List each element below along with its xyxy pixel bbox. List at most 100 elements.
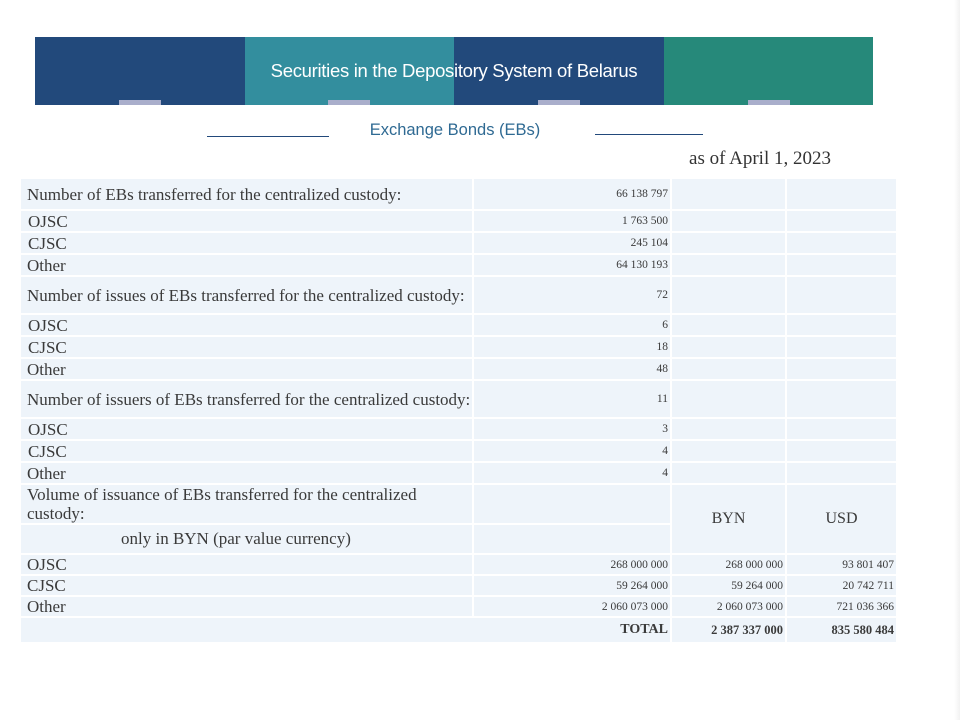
empty-cell bbox=[670, 379, 787, 419]
total-usd: 835 580 484 bbox=[785, 616, 898, 644]
empty-cell bbox=[785, 231, 898, 255]
row-value: 3 bbox=[472, 417, 672, 441]
row-label: OJSC bbox=[19, 313, 474, 337]
banner-tab bbox=[538, 100, 580, 105]
subtitle-rule-right bbox=[595, 134, 703, 135]
row-value: 4 bbox=[472, 439, 672, 463]
empty-cell bbox=[785, 209, 898, 233]
banner-tab bbox=[328, 100, 370, 105]
table-row: Number of EBs transferred for the centra… bbox=[19, 177, 898, 211]
row-label: CJSC bbox=[19, 335, 474, 359]
empty-cell bbox=[785, 357, 898, 381]
right-edge-shadow bbox=[954, 0, 960, 720]
table-row: Other 4 bbox=[19, 461, 898, 485]
empty-cell bbox=[785, 313, 898, 337]
banner-band-green bbox=[664, 37, 873, 105]
table-row: OJSC 1 763 500 bbox=[19, 209, 898, 233]
empty-cell bbox=[670, 231, 787, 255]
table-row-total: TOTAL 2 387 337 000 835 580 484 bbox=[19, 616, 898, 644]
table-row: CJSC 4 bbox=[19, 439, 898, 463]
table-row: Number of issues of EBs transferred for … bbox=[19, 275, 898, 315]
empty-cell bbox=[785, 439, 898, 463]
banner-tab bbox=[119, 100, 161, 105]
table-row: Other 48 bbox=[19, 357, 898, 381]
table-row: Other 2 060 073 000 2 060 073 000 721 03… bbox=[19, 595, 898, 618]
empty-cell bbox=[670, 177, 787, 211]
banner-band-navy-2 bbox=[454, 37, 664, 105]
row-value: 1 763 500 bbox=[472, 209, 672, 233]
empty-cell bbox=[785, 275, 898, 315]
page-title: Securities in the Depository System of B… bbox=[270, 60, 638, 81]
row-label: CJSC bbox=[19, 231, 474, 255]
row-value: 66 138 797 bbox=[472, 177, 672, 211]
banner-band-navy bbox=[35, 37, 245, 105]
table-row: CJSC 18 bbox=[19, 335, 898, 359]
row-value-byn: 2 060 073 000 bbox=[670, 595, 787, 618]
table-row: OJSC 268 000 000 268 000 000 93 801 407 bbox=[19, 553, 898, 576]
row-label: Other bbox=[19, 357, 474, 381]
row-value: 4 bbox=[472, 461, 672, 485]
row-value: 6 bbox=[472, 313, 672, 337]
banner-tab bbox=[748, 100, 790, 105]
bonds-table: Number of EBs transferred for the centra… bbox=[19, 177, 898, 644]
empty-cell bbox=[670, 275, 787, 315]
subtitle-rule-left bbox=[207, 136, 329, 137]
empty-cell bbox=[472, 523, 672, 555]
currency-note: only in BYN (par value currency) bbox=[19, 523, 474, 555]
row-label: Other bbox=[19, 461, 474, 485]
table-row: OJSC 6 bbox=[19, 313, 898, 337]
empty-cell bbox=[670, 357, 787, 381]
row-label: Number of issues of EBs transferred for … bbox=[19, 275, 474, 315]
empty-cell bbox=[670, 335, 787, 359]
row-value-usd: 721 036 366 bbox=[785, 595, 898, 618]
table-row: Number of issuers of EBs transferred for… bbox=[19, 379, 898, 419]
table-row: OJSC 3 bbox=[19, 417, 898, 441]
total-byn: 2 387 337 000 bbox=[670, 616, 787, 644]
empty-cell bbox=[785, 253, 898, 277]
empty-cell bbox=[670, 417, 787, 441]
column-header-usd: USD bbox=[785, 483, 898, 555]
row-label: Number of issuers of EBs transferred for… bbox=[19, 379, 474, 419]
row-value: 48 bbox=[472, 357, 672, 381]
empty-cell bbox=[785, 177, 898, 211]
row-value: 11 bbox=[472, 379, 672, 419]
empty-cell bbox=[472, 483, 672, 525]
section-subtitle: Exchange Bonds (EBs) bbox=[369, 121, 541, 139]
row-value: 72 bbox=[472, 275, 672, 315]
total-label: TOTAL bbox=[19, 616, 672, 644]
empty-cell bbox=[785, 461, 898, 485]
row-value: 245 104 bbox=[472, 231, 672, 255]
banner-band-teal bbox=[245, 37, 454, 105]
table-row: Volume of issuance of EBs transferred fo… bbox=[19, 483, 898, 555]
row-value: 59 264 000 bbox=[472, 574, 672, 597]
empty-cell bbox=[670, 461, 787, 485]
row-value: 64 130 193 bbox=[472, 253, 672, 277]
row-value-usd: 20 742 711 bbox=[785, 574, 898, 597]
empty-cell bbox=[670, 313, 787, 337]
row-label: OJSC bbox=[19, 209, 474, 233]
row-label: Other bbox=[19, 253, 474, 277]
row-label: OJSC bbox=[19, 417, 474, 441]
row-label: OJSC bbox=[19, 553, 474, 576]
row-label: CJSC bbox=[19, 439, 474, 463]
row-value: 268 000 000 bbox=[472, 553, 672, 576]
as-of-date: as of April 1, 2023 bbox=[689, 148, 831, 169]
row-value-byn: 268 000 000 bbox=[670, 553, 787, 576]
table-row: CJSC 245 104 bbox=[19, 231, 898, 255]
row-label: Number of EBs transferred for the centra… bbox=[19, 177, 474, 211]
empty-cell bbox=[670, 209, 787, 233]
table-row: Other 64 130 193 bbox=[19, 253, 898, 277]
empty-cell bbox=[785, 335, 898, 359]
empty-cell bbox=[785, 417, 898, 441]
empty-cell bbox=[785, 379, 898, 419]
row-label: CJSC bbox=[19, 574, 474, 597]
row-value: 2 060 073 000 bbox=[472, 595, 672, 618]
header-banner: Securities in the Depository System of B… bbox=[35, 37, 873, 105]
table-row: only in BYN (par value currency) bbox=[19, 523, 897, 555]
column-header-byn: BYN bbox=[670, 483, 787, 555]
row-value: 18 bbox=[472, 335, 672, 359]
row-label: Volume of issuance of EBs transferred fo… bbox=[19, 483, 474, 525]
empty-cell bbox=[670, 253, 787, 277]
row-value-byn: 59 264 000 bbox=[670, 574, 787, 597]
table-row: CJSC 59 264 000 59 264 000 20 742 711 bbox=[19, 574, 898, 597]
